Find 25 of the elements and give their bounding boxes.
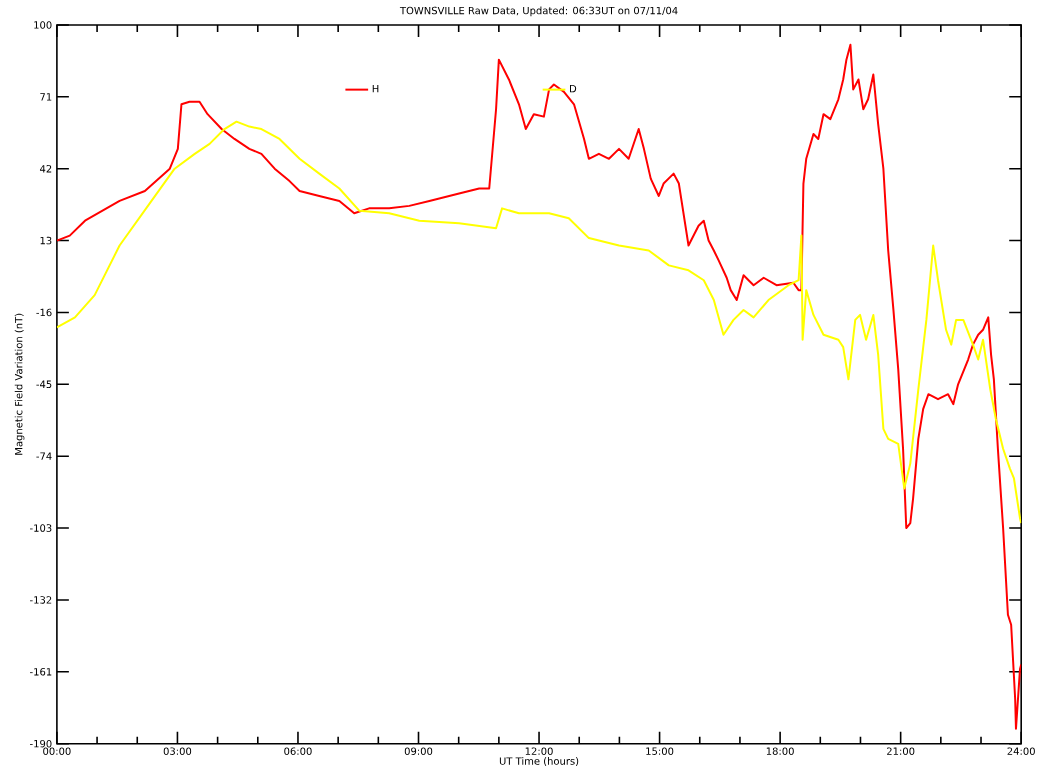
y-tick-label: 42: [39, 165, 52, 173]
x-tick-label: 09:00: [404, 747, 433, 756]
y-tick-label: -161: [30, 668, 52, 676]
y-tick-label: -16: [36, 308, 52, 317]
x-tick-label: 21:00: [887, 747, 915, 756]
y-tick-label: -45: [36, 380, 52, 389]
x-tick-label: 03:00: [163, 747, 192, 756]
x-axis-title: UT Time (hours): [499, 757, 579, 767]
y-tick-label: 100: [34, 21, 52, 29]
y-axis-title: Magnetic Field Variation (nT): [14, 313, 25, 455]
x-tick-label: 12:00: [525, 747, 553, 756]
x-tick-label: 00:00: [43, 747, 71, 756]
x-tick-label: 15:00: [646, 747, 674, 756]
y-tick-label: -190: [30, 740, 52, 748]
y-tick-label: 71: [40, 93, 52, 101]
legend-label: H: [372, 85, 379, 93]
x-tick-label: 18:00: [766, 747, 794, 756]
y-tick-label: -132: [30, 596, 52, 604]
x-tick-label: 24:00: [1007, 747, 1035, 756]
chart-title: TOWNSVILLE Raw Data, Updated: 06:33UT on 07/11/04: [399, 6, 678, 17]
y-tick-label: -74: [36, 452, 52, 461]
y-tick-label: 13: [40, 236, 52, 245]
legend-label: D: [570, 85, 577, 93]
y-tick-label: -103: [30, 524, 52, 533]
x-tick-label: 06:00: [284, 747, 312, 756]
